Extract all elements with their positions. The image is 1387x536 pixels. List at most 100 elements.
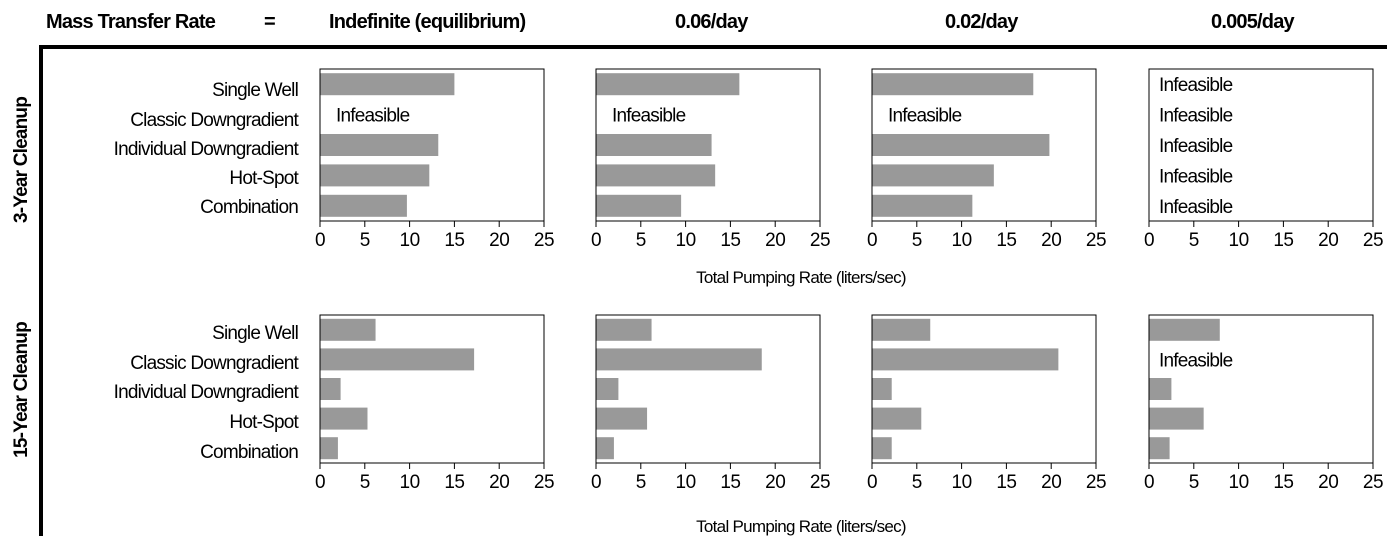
category-label: Hot-Spot xyxy=(229,412,299,433)
x-tick-label: 10 xyxy=(400,230,420,251)
category-label: Individual Downgradient xyxy=(114,382,300,403)
x-tick-label: 15 xyxy=(444,472,464,493)
x-tick-label: 5 xyxy=(360,472,370,493)
x-tick-label: 25 xyxy=(534,472,554,493)
x-tick-label: 5 xyxy=(912,472,922,493)
bar xyxy=(596,348,762,371)
x-tick-label: 20 xyxy=(765,230,785,251)
x-tick-label: 20 xyxy=(1318,472,1338,493)
header-rate-0-005: 0.005/day xyxy=(1211,11,1296,33)
bar xyxy=(872,73,1034,96)
x-tick-label: 0 xyxy=(1144,230,1154,251)
bar xyxy=(596,378,619,400)
bar xyxy=(596,407,648,430)
panel: Infeasible 0 5 10 15 20 25 xyxy=(315,68,555,251)
x-tick-label: 15 xyxy=(1273,230,1293,251)
x-tick-label: 20 xyxy=(765,472,785,493)
infeasible-label: Infeasible xyxy=(1159,350,1233,371)
x-tick-label: 10 xyxy=(952,230,972,251)
bar xyxy=(872,194,973,217)
x-axis-label-bottom: Total Pumping Rate (liters/sec) xyxy=(696,517,906,536)
panel: 0 5 10 15 20 25 xyxy=(591,314,831,493)
x-tick-label: 25 xyxy=(1363,230,1383,251)
bar xyxy=(872,407,922,430)
bar xyxy=(320,407,368,430)
bar xyxy=(596,134,712,156)
bar xyxy=(596,194,682,217)
category-label: Combination xyxy=(200,442,298,463)
panel: Infeasible 0 5 10 15 20 25 xyxy=(867,68,1107,251)
x-tick-label: 15 xyxy=(720,472,740,493)
x-tick-label: 5 xyxy=(1189,230,1199,251)
x-tick-label: 5 xyxy=(1189,472,1199,493)
x-tick-label: 10 xyxy=(1229,472,1249,493)
x-tick-label: 10 xyxy=(952,472,972,493)
x-tick-label: 0 xyxy=(591,472,601,493)
category-label: Classic Downgradient xyxy=(130,353,299,374)
x-tick-label: 20 xyxy=(489,230,509,251)
x-tick-label: 10 xyxy=(676,472,696,493)
x-tick-label: 25 xyxy=(810,230,830,251)
category-label: Combination xyxy=(200,197,298,218)
x-tick-label: 20 xyxy=(1318,230,1338,251)
x-tick-label: 5 xyxy=(912,230,922,251)
bar xyxy=(320,378,341,400)
header-label: Mass Transfer Rate xyxy=(46,11,216,33)
category-labels-15-year: Single Well Classic Downgradient Individ… xyxy=(114,323,301,463)
x-tick-label: 10 xyxy=(676,230,696,251)
x-tick-label: 15 xyxy=(1273,472,1293,493)
x-tick-label: 5 xyxy=(636,230,646,251)
x-tick-label: 15 xyxy=(720,230,740,251)
infeasible-label: Infeasible xyxy=(612,106,686,127)
bar xyxy=(1149,318,1220,341)
bar xyxy=(872,134,1050,156)
x-tick-label: 10 xyxy=(1229,230,1249,251)
panel: 0 5 10 15 20 25 xyxy=(315,314,555,493)
bar xyxy=(872,378,892,400)
panel: Infeasible 0 5 10 15 20 25 xyxy=(591,68,831,251)
x-tick-label: 0 xyxy=(315,472,325,493)
category-label: Individual Downgradient xyxy=(114,139,300,160)
row-label-15-year: 15-Year Cleanup xyxy=(11,322,32,458)
x-tick-label: 25 xyxy=(534,230,554,251)
bar xyxy=(1149,407,1204,430)
figure-header: Mass Transfer Rate = Indefinite (equilib… xyxy=(46,11,1296,33)
bar xyxy=(596,164,716,187)
x-tick-label: 0 xyxy=(315,230,325,251)
x-tick-label: 15 xyxy=(996,230,1016,251)
bar xyxy=(872,437,892,460)
x-tick-label: 5 xyxy=(636,472,646,493)
bar xyxy=(872,318,931,341)
x-tick-label: 15 xyxy=(444,230,464,251)
bar xyxy=(1149,378,1172,400)
infeasible-label: Infeasible xyxy=(1159,197,1233,218)
x-tick-label: 20 xyxy=(489,472,509,493)
panel-frame xyxy=(595,314,821,464)
panel-frame xyxy=(595,68,821,222)
infeasible-label: Infeasible xyxy=(1159,166,1233,187)
x-tick-label: 0 xyxy=(867,230,877,251)
x-tick-label: 0 xyxy=(1144,472,1154,493)
bar xyxy=(320,318,376,341)
x-tick-label: 5 xyxy=(360,230,370,251)
x-tick-label: 25 xyxy=(810,472,830,493)
panel-frame xyxy=(319,68,545,222)
panel: 0 5 10 15 20 25 xyxy=(867,314,1107,493)
infeasible-label: Infeasible xyxy=(1159,106,1233,127)
infeasible-label: Infeasible xyxy=(1159,75,1233,96)
panel: Infeasible Infeasible Infeasible Infeasible… xyxy=(1144,68,1384,251)
x-tick-label: 0 xyxy=(591,230,601,251)
header-rate-equilibrium: Indefinite (equilibrium) xyxy=(329,11,525,33)
bar xyxy=(320,437,338,460)
category-label: Hot-Spot xyxy=(229,168,299,189)
x-tick-label: 15 xyxy=(996,472,1016,493)
header-rate-0-06: 0.06/day xyxy=(675,11,749,33)
panel-frame xyxy=(871,314,1097,464)
bar xyxy=(1149,437,1170,460)
bar xyxy=(596,437,614,460)
bar xyxy=(872,164,994,187)
infeasible-label: Infeasible xyxy=(888,106,962,127)
category-labels-3-year: Single Well Classic Downgradient Individ… xyxy=(114,80,301,218)
